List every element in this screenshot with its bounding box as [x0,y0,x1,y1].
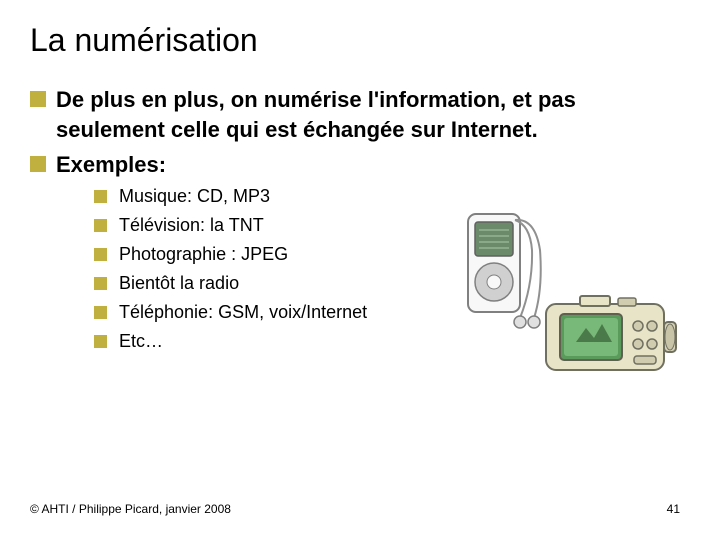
square-bullet-icon [30,156,46,172]
main-bullet-text: Exemples: [56,150,166,180]
footer-copyright: © AHTI / Philippe Picard, janvier 2008 [30,502,231,516]
main-bullet-list: De plus en plus, on numérise l'informati… [30,85,690,180]
sub-bullet-text: Etc… [119,331,163,352]
sub-bullet-text: Téléphonie: GSM, voix/Internet [119,302,367,323]
ipod-icon [460,210,550,340]
square-bullet-icon [94,277,107,290]
camera-icon [540,290,680,380]
square-bullet-icon [94,248,107,261]
main-bullet-item: Exemples: [30,150,690,180]
square-bullet-icon [30,91,46,107]
square-bullet-icon [94,190,107,203]
main-bullet-text: De plus en plus, on numérise l'informati… [56,85,690,144]
sub-bullet-item: Musique: CD, MP3 [94,186,690,207]
square-bullet-icon [94,219,107,232]
sub-bullet-text: Musique: CD, MP3 [119,186,270,207]
square-bullet-icon [94,335,107,348]
sub-bullet-text: Télévision: la TNT [119,215,264,236]
sub-bullet-text: Bientôt la radio [119,273,239,294]
square-bullet-icon [94,306,107,319]
sub-bullet-text: Photographie : JPEG [119,244,288,265]
slide-title: La numérisation [30,22,690,59]
main-bullet-item: De plus en plus, on numérise l'informati… [30,85,690,144]
illustration-area [430,210,680,410]
page-number: 41 [667,502,680,516]
